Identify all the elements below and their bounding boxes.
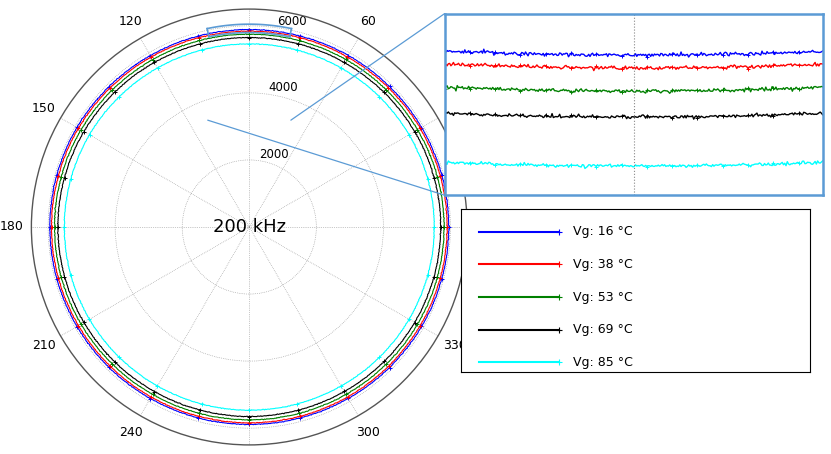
Text: 200 kHz: 200 kHz bbox=[213, 218, 286, 236]
Text: Vg: 69 °C: Vg: 69 °C bbox=[573, 323, 632, 336]
Text: Vg: 38 °C: Vg: 38 °C bbox=[573, 258, 632, 271]
Text: Vg: 85 °C: Vg: 85 °C bbox=[573, 356, 632, 369]
Text: Vg: 53 °C: Vg: 53 °C bbox=[573, 291, 632, 304]
Text: Vg: 16 °C: Vg: 16 °C bbox=[573, 225, 632, 238]
